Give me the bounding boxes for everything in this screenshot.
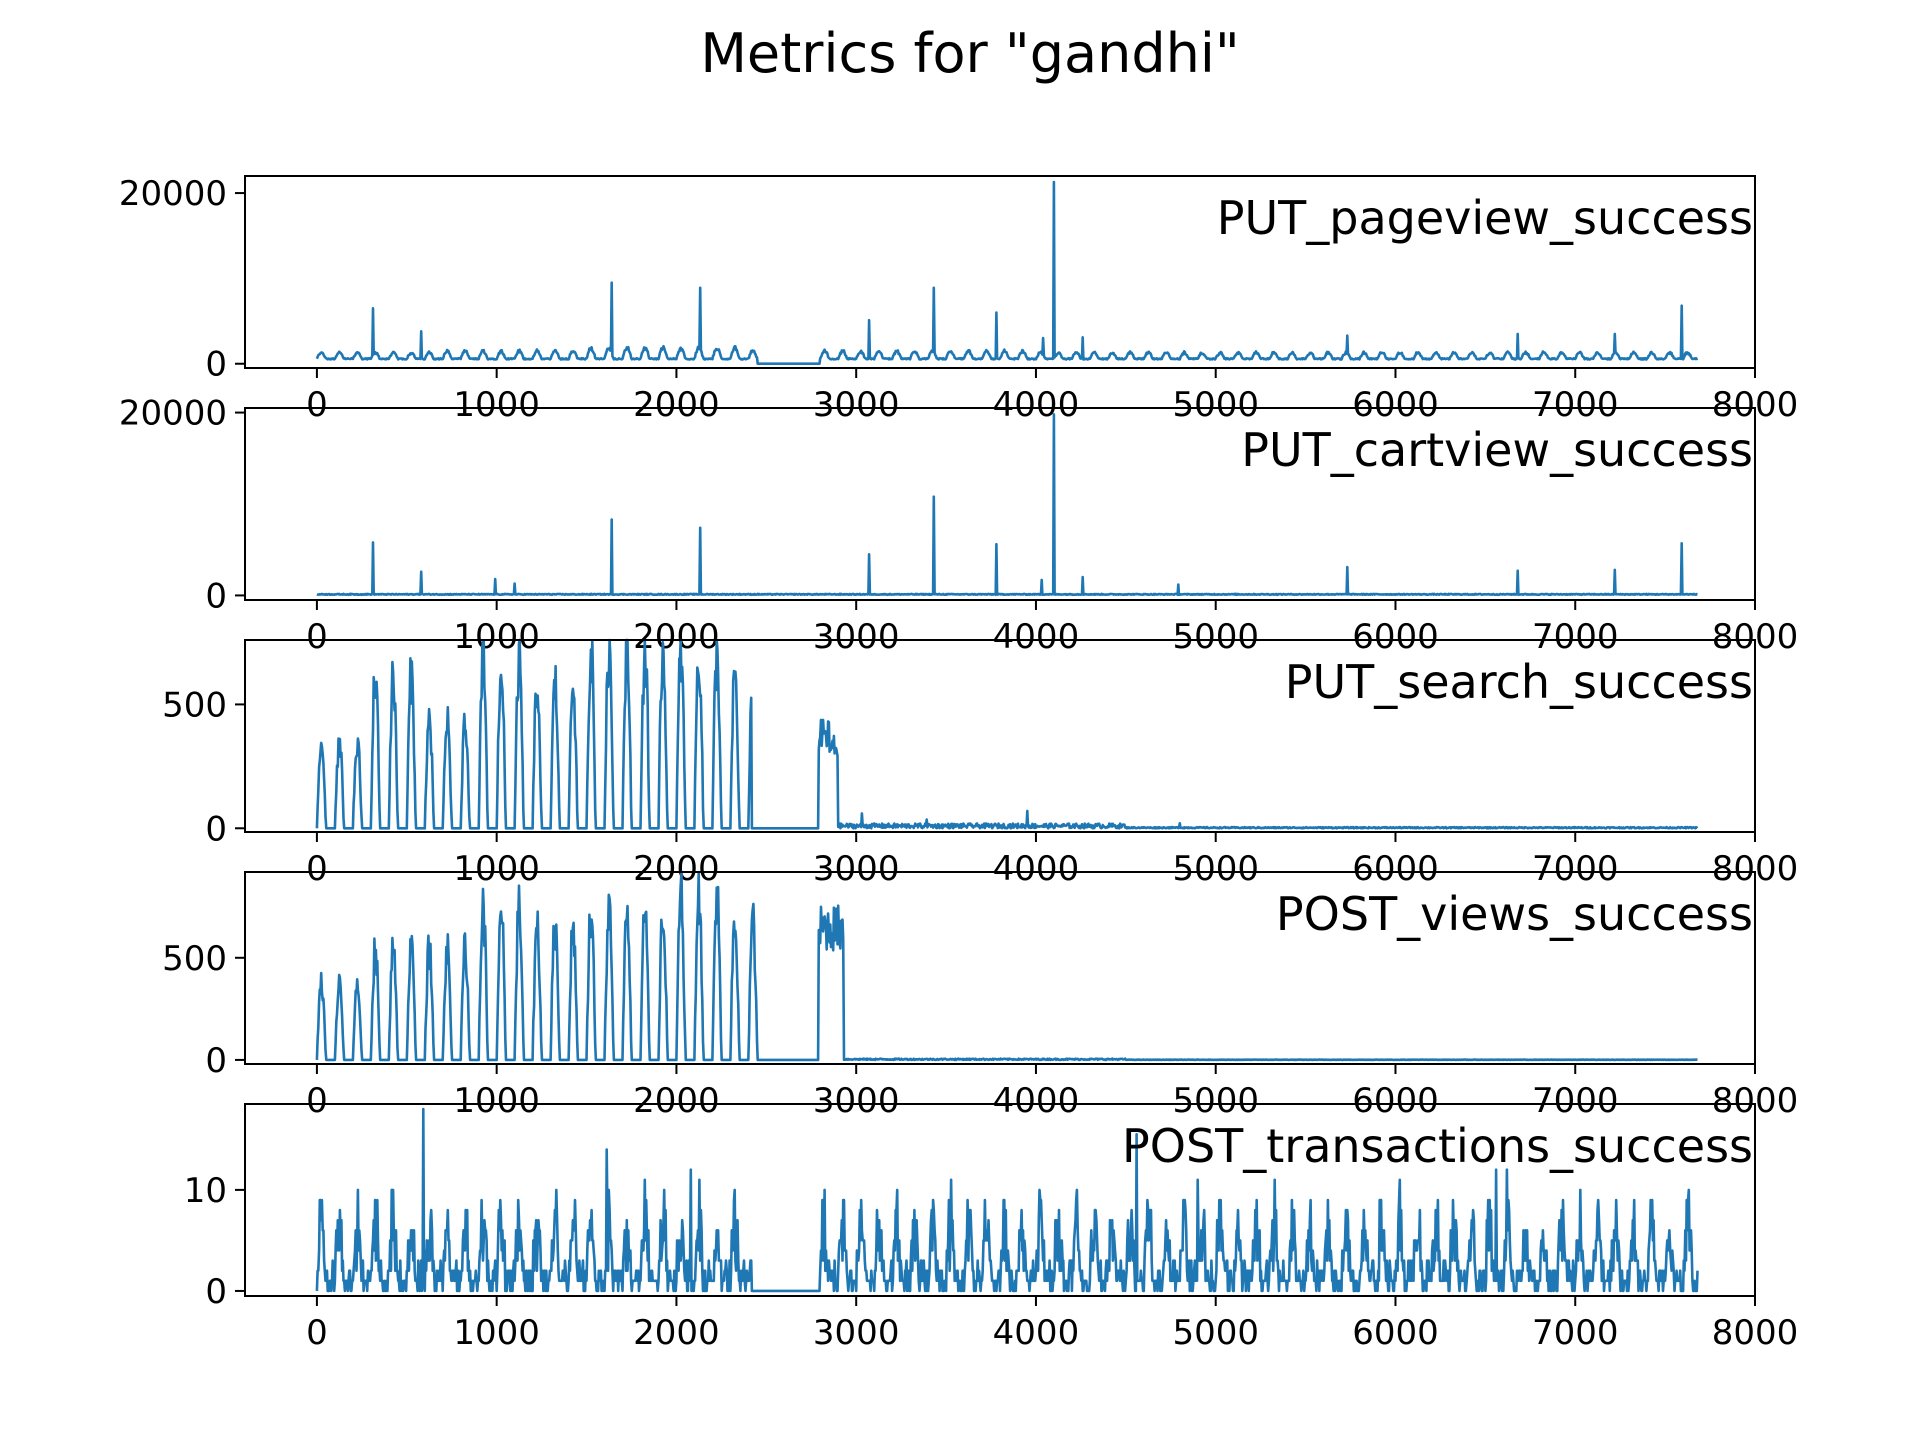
x-tick-label: 7000: [1532, 1313, 1619, 1353]
figure-title: Metrics for "gandhi": [700, 22, 1239, 85]
x-tick-label: 3000: [813, 1313, 900, 1353]
x-tick-label: 1000: [453, 1081, 540, 1121]
x-tick-label: 2000: [633, 1313, 720, 1353]
x-tick-label: 1000: [453, 617, 540, 657]
series-line: [315, 638, 1699, 830]
x-tick-label: 5000: [1172, 385, 1259, 425]
x-tick-label: 1000: [453, 849, 540, 889]
x-tick-label: 0: [306, 849, 328, 889]
y-tick-label: 500: [162, 939, 227, 979]
x-tick-label: 7000: [1532, 849, 1619, 889]
x-tick-label: 4000: [993, 617, 1080, 657]
subplot-5: 0 1000 2000 3000 4000 5000 6000 7000 8000 0 10 POST…: [184, 1103, 1799, 1353]
x-tick-label: 0: [306, 385, 328, 425]
axes-frame: [244, 871, 1756, 1065]
axes-frame: [244, 639, 1756, 833]
x-tick-label: 2000: [633, 1081, 720, 1121]
x-tick-label: 2000: [633, 849, 720, 889]
subplot-title: PUT_pageview_success: [1217, 191, 1753, 245]
series-line: [315, 870, 1699, 1062]
axes-frame: [244, 175, 1756, 369]
x-tick-label: 6000: [1352, 617, 1439, 657]
series-line: [316, 413, 1699, 597]
x-tick-label: 1000: [453, 1313, 540, 1353]
x-tick-label: 1000: [453, 385, 540, 425]
series-line: [315, 1107, 1699, 1293]
x-tick-label: 5000: [1172, 849, 1259, 889]
x-tick-label: 0: [306, 1081, 328, 1121]
x-tick-label: 4000: [993, 849, 1080, 889]
axes-frame: [244, 1103, 1756, 1297]
x-tick-label: 2000: [633, 385, 720, 425]
x-tick-label: 0: [306, 1313, 328, 1353]
x-tick-label: 0: [306, 617, 328, 657]
subplot-title: POST_views_success: [1276, 887, 1753, 941]
y-tick-label: 0: [205, 809, 227, 849]
x-tick-label: 5000: [1172, 1313, 1259, 1353]
y-tick-label: 20000: [119, 174, 227, 214]
x-tick-label: 4000: [993, 1313, 1080, 1353]
y-tick-label: 0: [205, 1041, 227, 1081]
y-tick-label: 10: [184, 1171, 227, 1211]
subplot-2: 0 1000 2000 3000 4000 5000 6000 7000 8000020000P…: [119, 394, 1798, 657]
y-tick-label: 0: [205, 1272, 227, 1312]
x-tick-label: 6000: [1352, 385, 1439, 425]
subplot-4: 0 1000 2000 3000 4000 5000 6000 7000 80000500POS…: [162, 870, 1798, 1121]
x-tick-label: 8000: [1712, 1313, 1799, 1353]
x-tick-label: 5000: [1172, 1081, 1259, 1121]
y-tick-label: 0: [205, 576, 227, 616]
x-tick-label: 3000: [813, 385, 900, 425]
subplot-title: PUT_cartview_success: [1241, 423, 1753, 477]
y-tick-label: 500: [162, 685, 227, 725]
x-tick-label: 7000: [1532, 1081, 1619, 1121]
x-tick-label: 2000: [633, 617, 720, 657]
y-tick-label: 20000: [119, 394, 227, 434]
x-tick-label: 6000: [1352, 849, 1439, 889]
series-line: [315, 180, 1699, 365]
x-tick-label: 3000: [813, 1081, 900, 1121]
x-tick-label: 5000: [1172, 617, 1259, 657]
x-tick-label: 6000: [1352, 1081, 1439, 1121]
x-tick-label: 4000: [993, 1081, 1080, 1121]
x-tick-label: 4000: [993, 385, 1080, 425]
y-tick-label: 0: [205, 345, 227, 385]
axes-frame: [244, 407, 1756, 601]
x-tick-label: 3000: [813, 617, 900, 657]
x-tick-label: 6000: [1352, 1313, 1439, 1353]
x-tick-label: 7000: [1532, 617, 1619, 657]
subplot-title: PUT_search_success: [1285, 655, 1753, 709]
x-tick-label: 3000: [813, 849, 900, 889]
subplot-title: POST_transactions_success: [1122, 1119, 1753, 1173]
x-tick-label: 7000: [1532, 385, 1619, 425]
